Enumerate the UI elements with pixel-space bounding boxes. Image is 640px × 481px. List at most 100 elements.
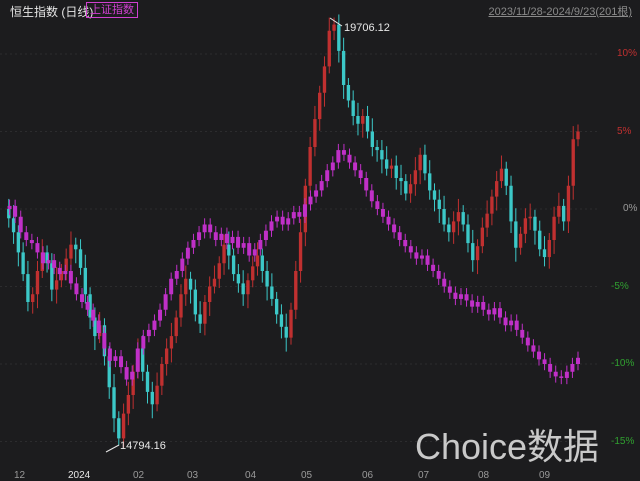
y-tick-label: 5% (617, 125, 632, 137)
candle-body (126, 395, 131, 414)
compare-body (553, 371, 558, 377)
compare-body (542, 359, 547, 364)
candle-body (547, 240, 551, 258)
compare-body (135, 348, 140, 372)
compare-body (392, 224, 397, 233)
candle-body (533, 216, 537, 231)
compare-body (224, 233, 229, 244)
candle-body (217, 263, 221, 279)
candle-body (174, 317, 178, 337)
compare-body (419, 255, 424, 259)
candle-body (298, 232, 303, 271)
candle-body (514, 221, 518, 248)
y-tick-label: -10% (611, 358, 635, 369)
candle-body (203, 302, 207, 324)
candle-body (356, 116, 360, 124)
candle-body (456, 212, 461, 222)
date-range-label[interactable]: 2023/11/28-2024/9/23(201根) (488, 6, 632, 18)
candle-body (408, 184, 413, 194)
compare-body (414, 252, 419, 259)
compare-body (247, 243, 252, 256)
candle-body (145, 371, 150, 392)
candle-body (7, 209, 11, 219)
candle-body (150, 391, 154, 405)
candle-body (35, 271, 40, 295)
candle-body (164, 348, 169, 364)
compare-body (425, 255, 430, 265)
compare-body (7, 205, 12, 209)
candle-body (227, 244, 231, 256)
candle-body (384, 159, 389, 169)
x-tick-08: 08 (478, 470, 490, 481)
candle-body (365, 116, 370, 132)
candle-body (370, 131, 374, 147)
y-tick-label: 10% (617, 48, 638, 59)
compare-body (470, 300, 475, 307)
candle-body (184, 278, 188, 295)
compare-body (369, 190, 374, 202)
chart-title: 恒生指数 (日线) (10, 5, 94, 19)
compare-body (548, 364, 553, 372)
compare-body (219, 233, 224, 240)
compare-body (141, 336, 146, 349)
compare-body (570, 364, 575, 372)
compare-index-tag[interactable]: 上证指数 (86, 2, 138, 18)
candle-body (447, 224, 451, 233)
compare-body (503, 317, 508, 326)
compare-body (275, 216, 280, 222)
candle-body (428, 173, 432, 191)
compare-body (208, 224, 213, 233)
candle-body (337, 24, 341, 51)
compare-body (158, 309, 163, 321)
candle-body (74, 244, 78, 250)
candle-body (346, 85, 351, 101)
compare-body (336, 150, 341, 163)
compare-body (325, 170, 330, 182)
candle-body (289, 309, 293, 338)
candle-body (121, 413, 126, 439)
candle-body (169, 336, 174, 349)
compare-body (364, 178, 369, 191)
compare-body (536, 351, 541, 360)
compare-body (174, 271, 179, 279)
candle-body (466, 224, 470, 244)
candle-body (480, 227, 485, 247)
candle-body (88, 294, 92, 318)
compare-body (68, 271, 73, 284)
compare-body (74, 283, 79, 295)
compare-body (57, 267, 62, 275)
candle-body (208, 286, 212, 302)
x-tick-03: 03 (187, 470, 199, 481)
candle-body (231, 255, 236, 275)
compare-body (492, 308, 497, 315)
compare-body (330, 162, 335, 171)
candle-body (246, 280, 250, 295)
candle-body (141, 348, 145, 372)
candle-body (21, 252, 25, 275)
candle-body (523, 218, 528, 234)
compare-body (314, 190, 319, 197)
candle-body (255, 255, 260, 267)
candle-body (389, 165, 394, 169)
compare-body (146, 329, 151, 337)
compare-body (408, 246, 413, 253)
candle-body (198, 314, 202, 324)
candle-body (294, 271, 298, 310)
low-leader (105, 444, 120, 453)
compare-body (180, 258, 185, 271)
candle-body (518, 233, 523, 248)
candle-body (571, 139, 575, 186)
compare-body (63, 271, 68, 275)
compare-body (514, 320, 519, 330)
x-tick-04: 04 (245, 470, 257, 481)
watermark: Choice数据 (415, 426, 600, 467)
y-tick-label: -15% (611, 435, 635, 447)
compare-body (397, 232, 402, 240)
compare-body (442, 278, 447, 287)
compare-body (46, 260, 51, 264)
candle-body (322, 66, 327, 93)
candle-body (193, 289, 198, 315)
compare-body (169, 278, 174, 295)
compare-body (185, 247, 190, 259)
candle-body (313, 119, 317, 147)
